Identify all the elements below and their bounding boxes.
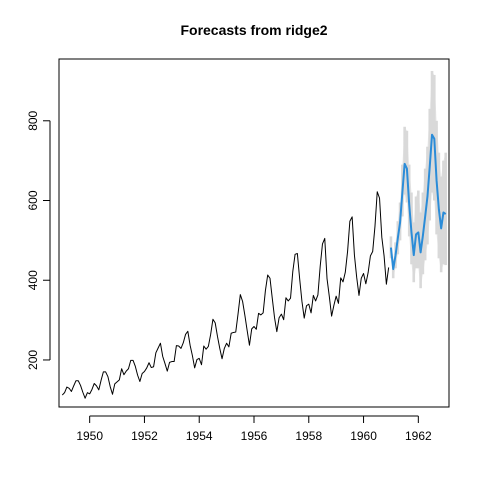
x-tick-label: 1950 (76, 429, 103, 443)
plot-frame (58, 58, 450, 408)
history-line (61, 191, 390, 399)
prediction-interval-band (390, 70, 446, 289)
y-tick-label: 200 (26, 350, 40, 370)
y-tick-label: 400 (26, 270, 40, 290)
y-axis: 200 400 600 800 (26, 110, 51, 370)
y-tick-label: 800 (26, 110, 40, 130)
x-axis: 1950 1952 1954 1956 1958 1960 1962 (76, 415, 432, 443)
x-tick-label: 1960 (350, 429, 377, 443)
y-tick-label: 600 (26, 190, 40, 210)
x-tick-label: 1956 (241, 429, 268, 443)
forecast-line (389, 133, 447, 271)
interval-bar (444, 152, 448, 266)
x-tick-label: 1958 (295, 429, 322, 443)
x-tick-label: 1954 (186, 429, 213, 443)
x-tick-label: 1952 (131, 429, 158, 443)
series-line-layer (61, 133, 447, 399)
chart-title: Forecasts from ridge2 (180, 22, 327, 38)
x-tick-label: 1962 (405, 429, 432, 443)
